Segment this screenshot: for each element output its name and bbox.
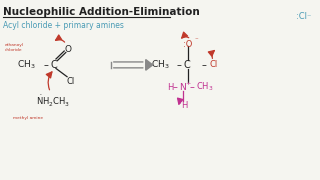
Text: ethanoyl
chloride: ethanoyl chloride bbox=[4, 43, 24, 52]
Text: Acyl chloride + primary amines: Acyl chloride + primary amines bbox=[3, 21, 124, 30]
Text: +: + bbox=[185, 81, 191, 86]
Text: Cl: Cl bbox=[67, 77, 75, 86]
Text: O: O bbox=[65, 45, 72, 54]
Text: :Cl⁻: :Cl⁻ bbox=[296, 12, 312, 21]
Text: $\mathregular{\dot{N}}$H$_2$CH$_3$: $\mathregular{\dot{N}}$H$_2$CH$_3$ bbox=[36, 94, 70, 109]
Text: Cl: Cl bbox=[209, 60, 217, 69]
Text: methyl amine: methyl amine bbox=[13, 116, 44, 120]
Text: –: – bbox=[173, 82, 178, 92]
Text: Nucleophilic Addition-Elimination: Nucleophilic Addition-Elimination bbox=[3, 7, 200, 17]
Text: –: – bbox=[177, 60, 181, 70]
Text: ⁻: ⁻ bbox=[194, 37, 198, 43]
Text: –: – bbox=[189, 82, 194, 92]
Polygon shape bbox=[146, 60, 153, 70]
Text: –: – bbox=[202, 60, 207, 70]
Text: C: C bbox=[51, 60, 57, 70]
Text: CH$_3$: CH$_3$ bbox=[196, 81, 213, 93]
Text: CH$_3$: CH$_3$ bbox=[151, 59, 170, 71]
Text: –: – bbox=[44, 60, 48, 70]
Text: :O: :O bbox=[183, 40, 192, 49]
Text: H: H bbox=[181, 101, 188, 110]
Text: N: N bbox=[179, 83, 186, 92]
Text: C: C bbox=[184, 60, 190, 70]
Text: H: H bbox=[167, 83, 173, 92]
Text: CH$_3$: CH$_3$ bbox=[17, 59, 36, 71]
